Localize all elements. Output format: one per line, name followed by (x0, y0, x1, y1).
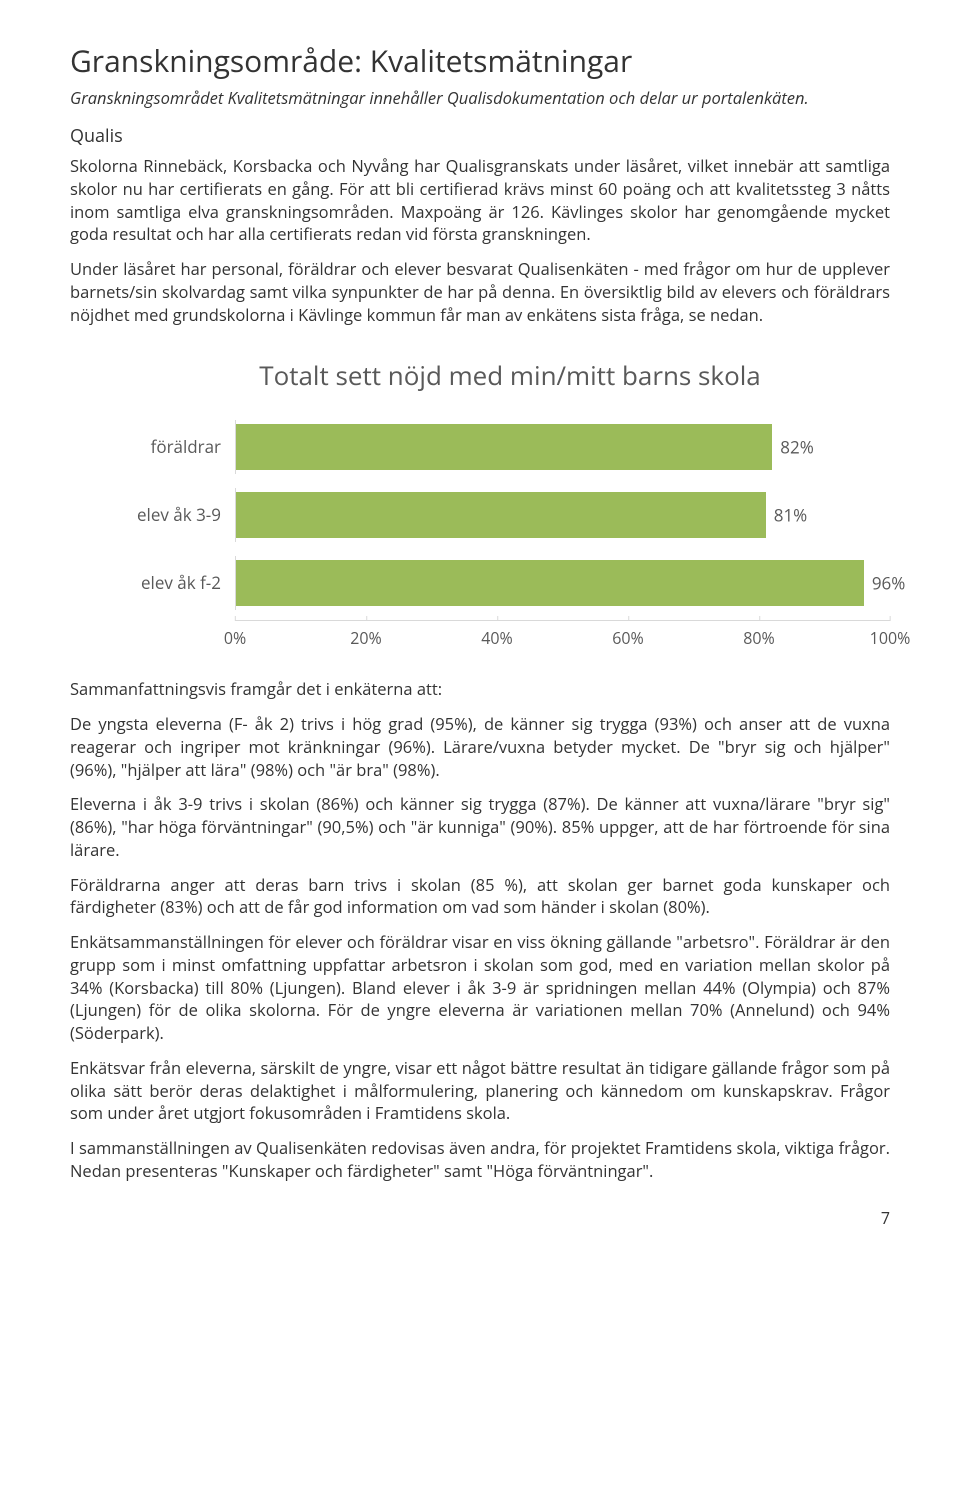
paragraph-3: Sammanfattningsvis framgår det i enkäter… (70, 678, 890, 701)
chart-bar (236, 492, 766, 538)
chart-bar-label: 82% (780, 435, 814, 458)
satisfaction-chart: Totalt sett nöjd med min/mitt barns skol… (70, 338, 890, 660)
chart-x-axis: 0%20%40%60%80%100% (130, 620, 890, 650)
chart-tick-label: 20% (350, 621, 382, 649)
section-subheading: Qualis (70, 124, 890, 149)
intro-text: Granskningsområdet Kvalitetsmätningar in… (70, 87, 890, 110)
page-number: 7 (70, 1207, 890, 1229)
chart-row: elev åk f-296% (130, 556, 890, 610)
chart-tick-label: 100% (870, 621, 911, 649)
paragraph-6: Föräldrarna anger att deras barn trivs i… (70, 874, 890, 920)
paragraph-2: Under läsåret har personal, föräldrar oc… (70, 258, 890, 326)
page-title: Granskningsområde: Kvalitetsmätningar (70, 40, 890, 81)
paragraph-9: I sammanställningen av Qualisenkäten red… (70, 1137, 890, 1183)
chart-category-label: elev åk f-2 (130, 571, 235, 594)
paragraph-1: Skolorna Rinnebäck, Korsbacka och Nyvång… (70, 155, 890, 246)
chart-category-label: föräldrar (130, 435, 235, 458)
chart-row: föräldrar 82% (130, 420, 890, 474)
paragraph-7: Enkätsammanställningen för elever och fö… (70, 931, 890, 1045)
paragraph-4: De yngsta eleverna (F- åk 2) trivs i hög… (70, 713, 890, 781)
chart-tick-label: 60% (612, 621, 644, 649)
chart-tick-label: 80% (743, 621, 775, 649)
chart-bar (236, 560, 864, 606)
paragraph-8: Enkätsvar från eleverna, särskilt de yng… (70, 1057, 890, 1125)
chart-tick-label: 0% (224, 621, 246, 649)
chart-bar-label: 96% (872, 571, 906, 594)
chart-bar-label: 81% (774, 503, 808, 526)
chart-title: Totalt sett nöjd med min/mitt barns skol… (130, 358, 890, 394)
chart-tick-label: 40% (481, 621, 513, 649)
paragraph-5: Eleverna i åk 3-9 trivs i skolan (86%) o… (70, 793, 890, 861)
chart-bar (236, 424, 772, 470)
chart-row: elev åk 3-9 81% (130, 488, 890, 542)
chart-category-label: elev åk 3-9 (130, 503, 235, 526)
